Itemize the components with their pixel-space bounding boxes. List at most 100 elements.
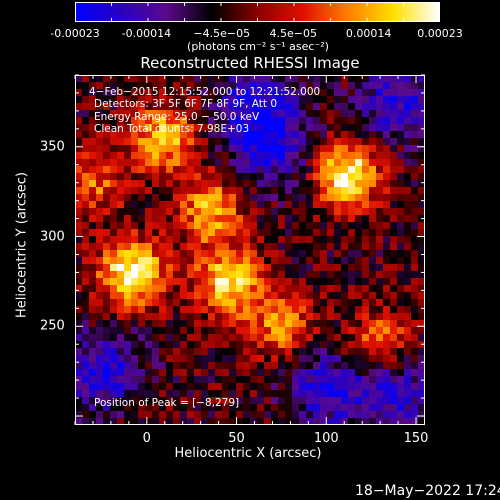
heatmap-cell (376, 306, 383, 313)
heatmap-cell (96, 187, 103, 194)
heatmap-cell (285, 341, 292, 348)
heatmap-cell (96, 341, 103, 348)
heatmap-cell (124, 159, 131, 166)
heatmap-cell (257, 145, 264, 152)
heatmap-cell (131, 180, 138, 187)
heatmap-cell (369, 362, 376, 369)
heatmap-cell (159, 145, 166, 152)
heatmap-cell (341, 201, 348, 208)
x-tick-label: 150 (403, 431, 429, 446)
heatmap-cell (306, 257, 313, 264)
heatmap-cell (166, 362, 173, 369)
heatmap-cell (271, 418, 278, 425)
heatmap-cell (110, 222, 117, 229)
heatmap-cell (117, 82, 124, 89)
heatmap-cell (236, 299, 243, 306)
heatmap-cell (243, 362, 250, 369)
heatmap-cell (243, 278, 250, 285)
heatmap-cell (376, 96, 383, 103)
heatmap-cell (131, 348, 138, 355)
heatmap-cell (215, 250, 222, 257)
heatmap-cell (327, 124, 334, 131)
heatmap-cell (334, 75, 341, 82)
heatmap-cell (110, 89, 117, 96)
heatmap-cell (285, 187, 292, 194)
heatmap-cell (334, 117, 341, 124)
heatmap-cell (131, 187, 138, 194)
heatmap-cell (264, 166, 271, 173)
heatmap-cell (243, 222, 250, 229)
heatmap-cell (110, 362, 117, 369)
heatmap-cell (313, 376, 320, 383)
heatmap-cell (138, 96, 145, 103)
heatmap-cell (82, 306, 89, 313)
heatmap-cell (131, 75, 138, 82)
heatmap-cell (152, 145, 159, 152)
heatmap-cell (124, 201, 131, 208)
heatmap-cell (243, 250, 250, 257)
heatmap-cell (418, 285, 425, 292)
heatmap-cell (124, 145, 131, 152)
heatmap-cell (145, 138, 152, 145)
heatmap-cell (117, 187, 124, 194)
heatmap-cell (404, 376, 411, 383)
heatmap-cell (376, 355, 383, 362)
heatmap-cell (320, 278, 327, 285)
heatmap-cell (180, 110, 187, 117)
heatmap-cell (299, 299, 306, 306)
heatmap-cell (257, 152, 264, 159)
heatmap-cell (355, 306, 362, 313)
heatmap-cell (117, 348, 124, 355)
heatmap-cell (348, 404, 355, 411)
heatmap-cell (271, 264, 278, 271)
heatmap-cell (103, 264, 110, 271)
heatmap-cell (138, 418, 145, 425)
heatmap-cell (278, 313, 285, 320)
heatmap-cell (404, 271, 411, 278)
heatmap-cell (194, 355, 201, 362)
heatmap-cell (194, 215, 201, 222)
heatmap-image (75, 75, 425, 425)
heatmap-cell (362, 376, 369, 383)
heatmap-cell (82, 215, 89, 222)
heatmap-cell (320, 271, 327, 278)
heatmap-cell (334, 110, 341, 117)
heatmap-cell (75, 222, 82, 229)
heatmap-cell (145, 418, 152, 425)
heatmap-cell (271, 201, 278, 208)
heatmap-cell (159, 82, 166, 89)
heatmap-cell (327, 75, 334, 82)
heatmap-cell (103, 355, 110, 362)
heatmap-cell (166, 201, 173, 208)
heatmap-cell (166, 215, 173, 222)
heatmap-cell (250, 229, 257, 236)
heatmap-cell (411, 145, 418, 152)
heatmap-cell (180, 411, 187, 418)
heatmap-cell (166, 124, 173, 131)
heatmap-cell (145, 264, 152, 271)
heatmap-cell (390, 250, 397, 257)
heatmap-cell (376, 159, 383, 166)
heatmap-cell (376, 285, 383, 292)
heatmap-cell (404, 383, 411, 390)
heatmap-cell (250, 376, 257, 383)
heatmap-cell (138, 145, 145, 152)
heatmap-cell (159, 369, 166, 376)
heatmap-cell (110, 285, 117, 292)
heatmap-cell (103, 229, 110, 236)
heatmap-cell (152, 397, 159, 404)
heatmap-cell (264, 320, 271, 327)
heatmap-cell (313, 96, 320, 103)
heatmap-cell (187, 404, 194, 411)
heatmap-cell (355, 362, 362, 369)
heatmap-cell (257, 264, 264, 271)
heatmap-cell (166, 299, 173, 306)
heatmap-cell (152, 194, 159, 201)
heatmap-cell (383, 145, 390, 152)
heatmap-cell (334, 236, 341, 243)
heatmap-cell (222, 75, 229, 82)
heatmap-cell (250, 285, 257, 292)
heatmap-cell (264, 341, 271, 348)
heatmap-cell (285, 285, 292, 292)
heatmap-cell (159, 173, 166, 180)
